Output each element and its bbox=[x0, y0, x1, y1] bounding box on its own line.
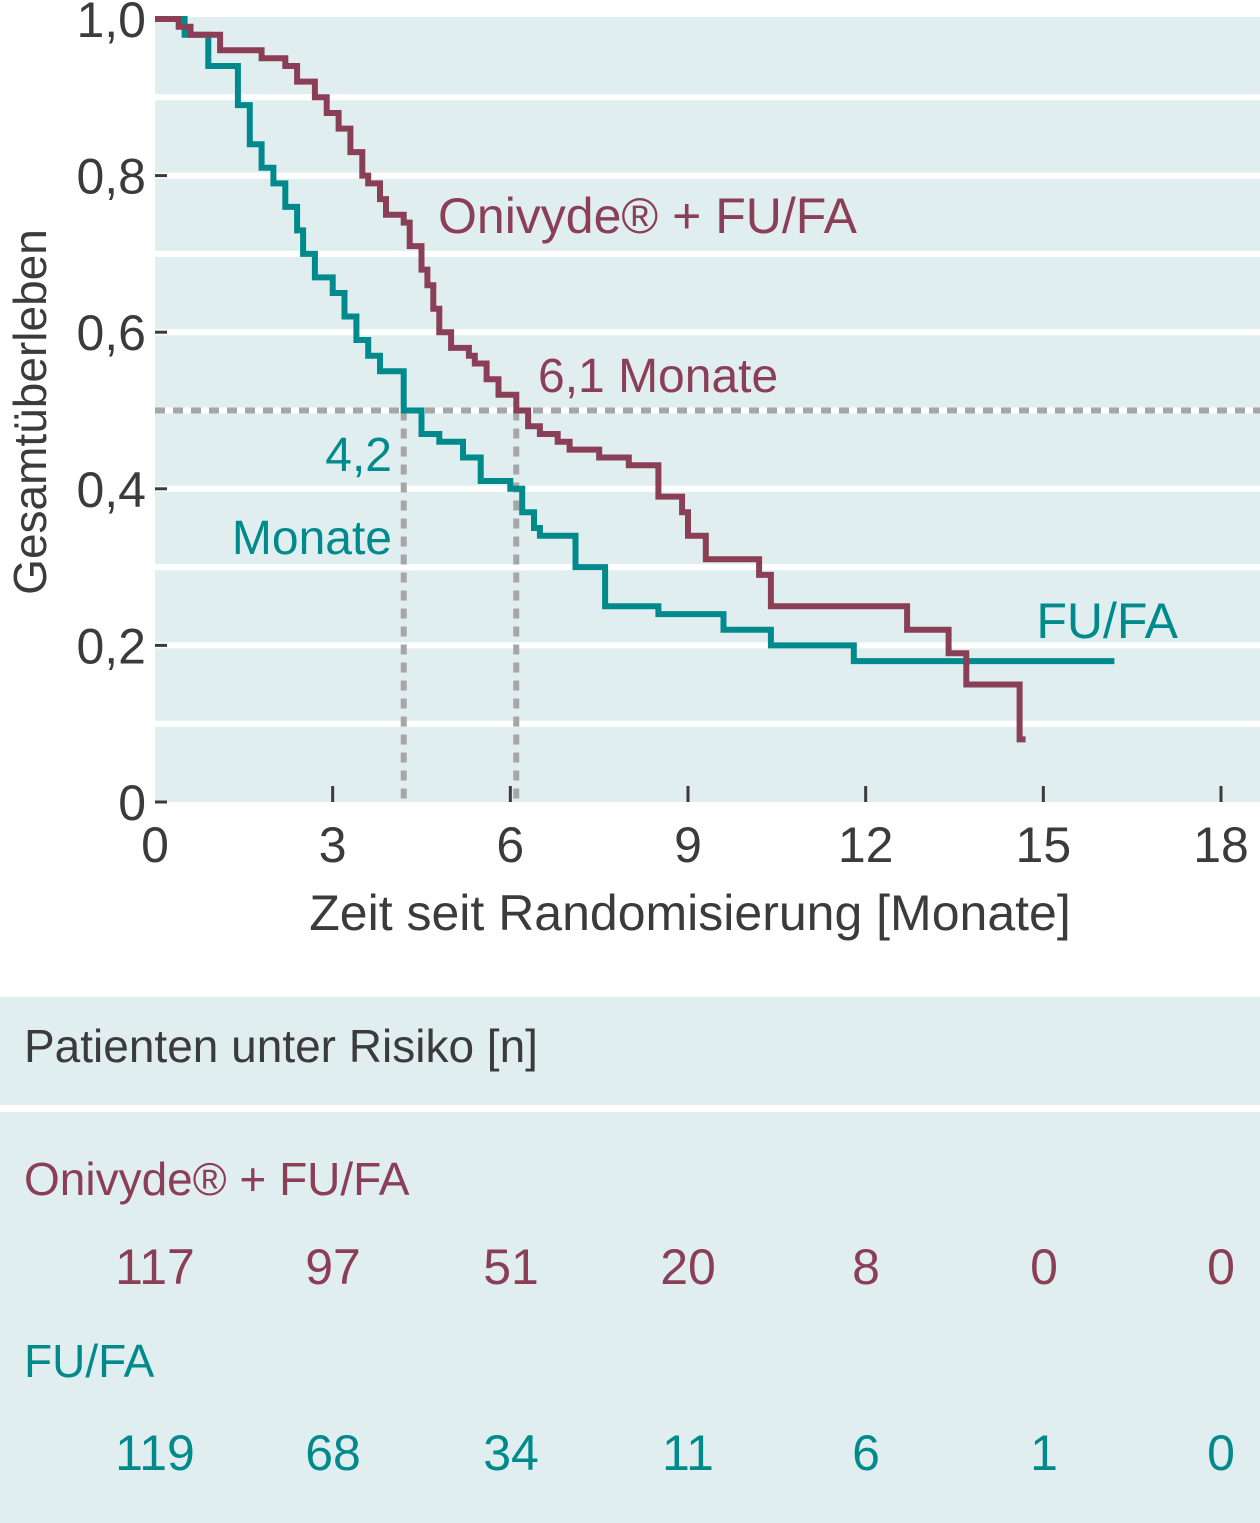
reference-lines bbox=[155, 407, 1260, 802]
fufa-series-label: FU/FA bbox=[1036, 593, 1178, 649]
risk-value: 34 bbox=[483, 1425, 539, 1481]
x-tick-label: 0 bbox=[141, 817, 169, 873]
y-tick-label: 0,6 bbox=[76, 305, 146, 361]
survival-curves bbox=[155, 16, 1115, 743]
fufa-median-label-unit: Monate bbox=[232, 512, 392, 565]
risk-value: 20 bbox=[660, 1239, 716, 1295]
risk-value: 0 bbox=[1030, 1239, 1058, 1295]
x-tick-label: 6 bbox=[496, 817, 524, 873]
fufa-survival-curve bbox=[155, 16, 1115, 665]
x-tick-label: 15 bbox=[1016, 817, 1072, 873]
risk-table-header: Patienten unter Risiko [n] bbox=[0, 997, 1260, 1105]
risk-value: 51 bbox=[483, 1239, 539, 1295]
y-tick-label: 1,0 bbox=[76, 0, 146, 48]
survival-chart: 0 3 6 9 12 15 18 0 0,2 0,4 0,6 0,8 1,0 Gesamtüberle… bbox=[4, 0, 1260, 941]
risk-value: 0 bbox=[1207, 1425, 1235, 1481]
risk-table-title: Patienten unter Risiko [n] bbox=[24, 1020, 538, 1072]
y-tick-label: 0,2 bbox=[76, 618, 146, 674]
risk-table-body: Onivyde® + FU/FA 117 97 51 20 8 0 0 FU/F… bbox=[0, 1112, 1260, 1523]
onivyde-median-label: 6,1 Monate bbox=[538, 350, 778, 403]
onivyde-series-label: Onivyde® + FU/FA bbox=[438, 188, 858, 244]
risk-value: 97 bbox=[305, 1239, 361, 1295]
risk-value: 119 bbox=[115, 1425, 195, 1481]
onivyde-survival-curve bbox=[155, 16, 1026, 743]
y-tick-label: 0 bbox=[118, 775, 146, 831]
y-axis-title: Gesamtüberleben bbox=[4, 229, 56, 595]
risk-row-onivyde: 117 97 51 20 8 0 0 bbox=[0, 1238, 1260, 1298]
risk-value: 1 bbox=[1030, 1425, 1058, 1481]
fufa-median-label-value: 4,2 bbox=[325, 429, 392, 482]
risk-value: 8 bbox=[852, 1239, 880, 1295]
risk-value: 117 bbox=[115, 1239, 195, 1295]
risk-value: 11 bbox=[662, 1425, 714, 1481]
y-axis: 0 0,2 0,4 0,6 0,8 1,0 bbox=[76, 0, 167, 831]
risk-row-label-fufa: FU/FA bbox=[24, 1335, 155, 1387]
risk-value: 0 bbox=[1207, 1239, 1235, 1295]
x-tick-label: 3 bbox=[319, 817, 347, 873]
y-tick-label: 0,8 bbox=[76, 149, 146, 205]
gridlines bbox=[155, 94, 1260, 727]
risk-value: 68 bbox=[305, 1425, 361, 1481]
risk-value: 6 bbox=[852, 1425, 880, 1481]
risk-row-fufa: 119 68 34 11 6 1 0 bbox=[0, 1424, 1260, 1484]
x-tick-label: 9 bbox=[674, 817, 702, 873]
risk-row-label-onivyde: Onivyde® + FU/FA bbox=[24, 1153, 410, 1205]
x-axis: 0 3 6 9 12 15 18 bbox=[141, 786, 1249, 873]
risk-table: Patienten unter Risiko [n] Onivyde® + FU… bbox=[0, 997, 1260, 1523]
x-axis-title: Zeit seit Randomisierung [Monate] bbox=[309, 885, 1070, 941]
x-tick-label: 12 bbox=[838, 817, 894, 873]
x-tick-label: 18 bbox=[1193, 817, 1249, 873]
y-tick-label: 0,4 bbox=[76, 462, 146, 518]
